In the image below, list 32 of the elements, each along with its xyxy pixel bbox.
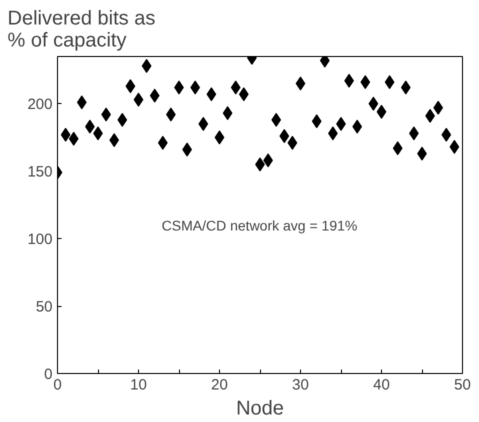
point bbox=[68, 132, 79, 146]
point bbox=[271, 112, 282, 127]
point bbox=[198, 116, 208, 131]
point bbox=[441, 128, 452, 142]
point bbox=[158, 136, 168, 150]
point bbox=[230, 80, 241, 95]
point bbox=[150, 88, 160, 103]
point bbox=[279, 129, 290, 144]
point bbox=[76, 95, 87, 110]
point bbox=[360, 75, 370, 90]
y-axis-title: Delivered bits as % of capacity bbox=[8, 8, 156, 52]
y-tick-label: 100 bbox=[27, 231, 53, 248]
point bbox=[117, 112, 128, 127]
x-axis-title: Node bbox=[236, 398, 284, 420]
annotation: CSMA/CD network avg = 191% bbox=[162, 218, 358, 234]
point bbox=[190, 80, 200, 95]
x-tick-label: 30 bbox=[292, 376, 309, 394]
point bbox=[312, 114, 322, 128]
y-tick-label: 200 bbox=[27, 96, 53, 114]
x-tick-label: 10 bbox=[130, 376, 147, 394]
y-tick-label: 150 bbox=[27, 164, 53, 181]
point bbox=[392, 141, 403, 156]
y-tick-label: 50 bbox=[36, 298, 53, 316]
y-tick-label: 0 bbox=[44, 366, 52, 383]
point bbox=[352, 120, 362, 134]
x-tick-label: 20 bbox=[211, 376, 228, 394]
point bbox=[400, 80, 411, 95]
x-tick-label: 40 bbox=[373, 376, 390, 394]
x-tick-label: 50 bbox=[454, 376, 471, 394]
point bbox=[109, 133, 120, 148]
point bbox=[433, 100, 444, 115]
point bbox=[238, 87, 249, 102]
